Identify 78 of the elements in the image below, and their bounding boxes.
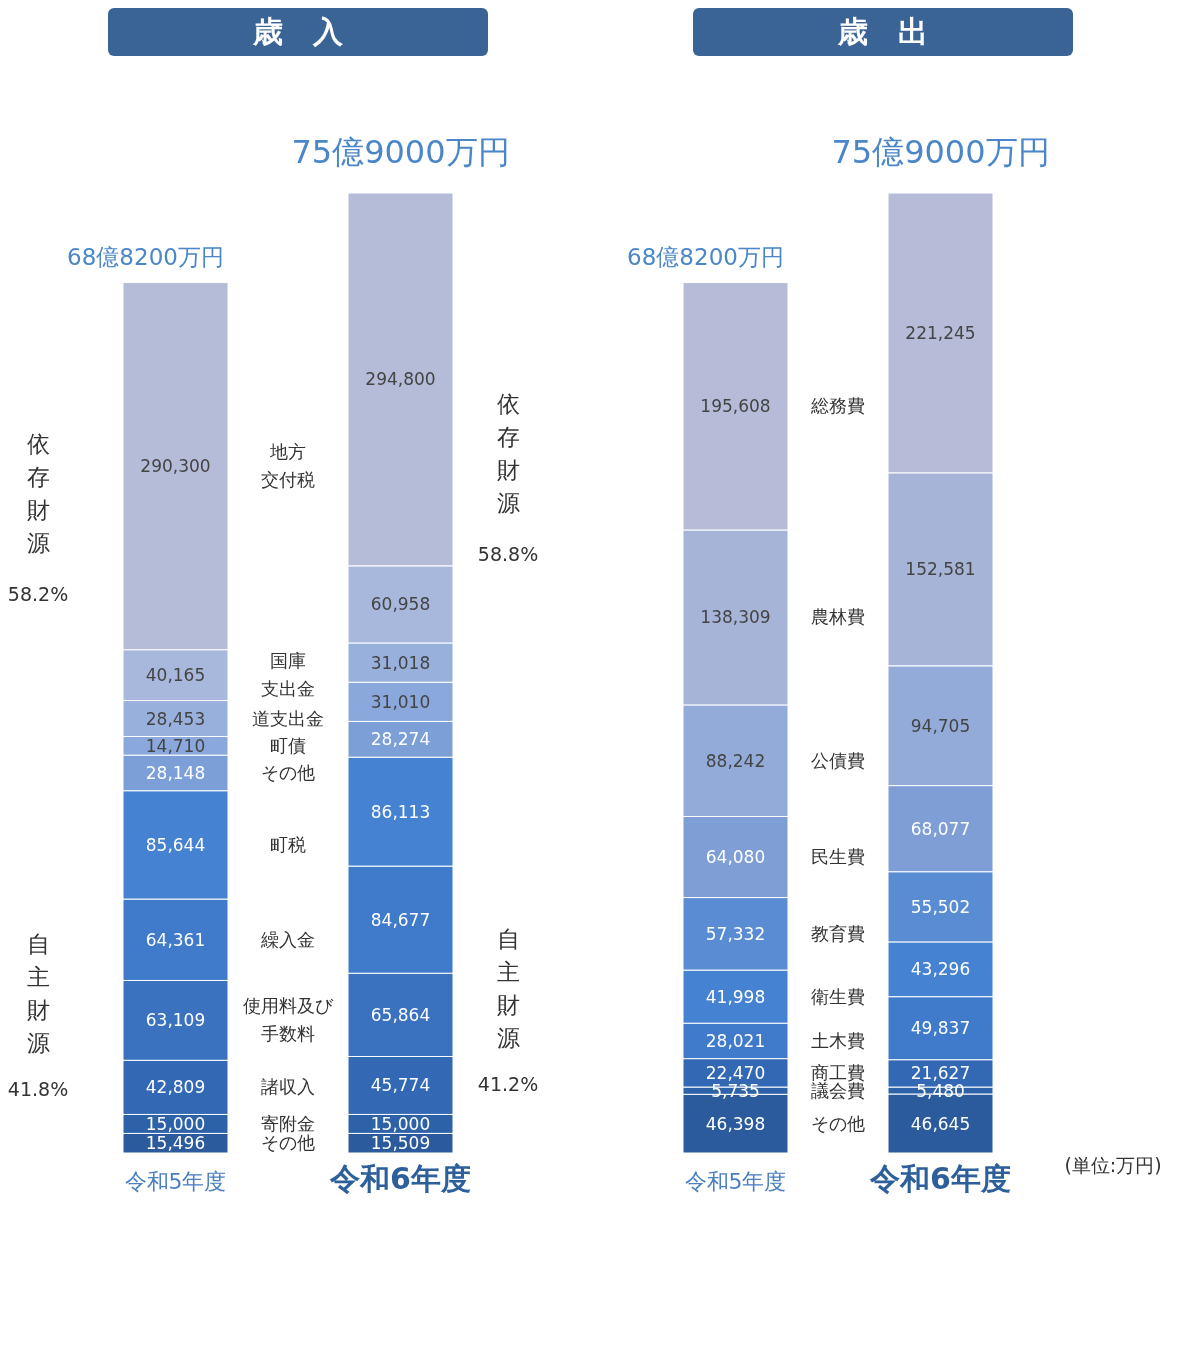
- annotation: 41.8%: [7, 1078, 69, 1100]
- series-label: 土木費: [811, 1029, 865, 1051]
- data-label: 28,453: [145, 708, 206, 729]
- series-label: 地方交付税: [261, 441, 315, 491]
- data-label: 42,809: [145, 1077, 206, 1098]
- series-label: 諸収入: [261, 1076, 315, 1098]
- data-label: 45,774: [370, 1075, 431, 1096]
- data-label: 46,398: [705, 1113, 766, 1134]
- series-label: 民生費: [811, 846, 865, 868]
- data-label: 57,332: [705, 923, 766, 944]
- data-label: 14,710: [145, 735, 206, 756]
- data-label: 49,837: [910, 1018, 971, 1039]
- data-label: 88,242: [705, 750, 766, 771]
- x-tick-label: 令和6年度: [329, 1161, 471, 1196]
- data-label: 31,010: [370, 691, 431, 712]
- data-label: 46,645: [910, 1113, 971, 1134]
- annotation: 58.8%: [477, 543, 539, 565]
- annotation: 58.2%: [7, 583, 69, 605]
- total-label: 75億9000万円: [831, 133, 1050, 171]
- data-label: 63,109: [145, 1010, 206, 1031]
- data-label: 28,274: [370, 729, 431, 750]
- series-label: 教育費: [811, 922, 865, 944]
- text: 町税: [270, 833, 306, 855]
- data-label: 86,113: [370, 801, 431, 822]
- data-label: 84,677: [370, 909, 431, 930]
- data-label: 15,000: [145, 1113, 206, 1134]
- data-label: 40,165: [145, 665, 206, 686]
- series-label: その他: [261, 761, 315, 783]
- data-label: 65,864: [370, 1004, 431, 1025]
- data-label: 60,958: [370, 594, 431, 615]
- series-label: 寄附金: [261, 1112, 315, 1134]
- data-label: 290,300: [140, 456, 211, 477]
- data-label: 152,581: [905, 559, 976, 580]
- text: 依存財源: [25, 430, 51, 558]
- series-label: 使用料及び手数料: [243, 995, 334, 1045]
- series-label: その他: [261, 1132, 315, 1154]
- text: (単位:万円): [1064, 1153, 1162, 1178]
- data-label: 85,644: [145, 834, 206, 855]
- annotation: 依存財源: [495, 390, 521, 518]
- text: 町債: [270, 734, 306, 756]
- series-label: 道支出金: [252, 707, 324, 729]
- data-label: 43,296: [910, 959, 971, 980]
- data-label: 22,470: [705, 1062, 766, 1083]
- chart-title: 歳 出: [693, 8, 1073, 56]
- series-label: 農林費: [811, 606, 865, 628]
- series-label: 衛生費: [811, 985, 865, 1007]
- series-label: その他: [811, 1112, 865, 1134]
- chart-title: 歳 入: [108, 8, 488, 56]
- annotation: 自主財源: [495, 925, 521, 1053]
- data-label: 138,309: [700, 607, 771, 628]
- data-label: 195,608: [700, 396, 771, 417]
- data-label: 31,018: [370, 652, 431, 673]
- data-label: 55,502: [910, 896, 971, 917]
- series-label: 国庫支出金: [261, 650, 315, 700]
- data-label: 28,021: [705, 1030, 766, 1051]
- series-label: 繰入金: [260, 928, 315, 950]
- series-label: 総務費: [810, 395, 865, 417]
- x-tick-label: 令和5年度: [684, 1169, 787, 1194]
- data-label: 221,245: [905, 322, 976, 343]
- series-label: 公債費: [811, 749, 865, 771]
- data-label: 294,800: [365, 369, 436, 390]
- total-label: 75億9000万円: [291, 133, 510, 171]
- data-label: 21,627: [910, 1063, 971, 1084]
- data-label: 15,509: [370, 1133, 431, 1154]
- x-tick-label: 令和5年度: [124, 1169, 227, 1194]
- total-label: 68億8200万円: [627, 243, 784, 270]
- data-label: 41,998: [705, 986, 766, 1007]
- data-label: 68,077: [910, 818, 971, 839]
- data-label: 64,080: [705, 847, 766, 868]
- text: 自主財源: [25, 930, 51, 1058]
- data-label: 94,705: [910, 715, 971, 736]
- data-label: 64,361: [145, 929, 206, 950]
- data-label: 15,000: [370, 1113, 431, 1134]
- total-label: 68億8200万円: [67, 243, 224, 270]
- annotation: 41.2%: [477, 1073, 539, 1095]
- x-tick-label: 令和6年度: [869, 1161, 1011, 1196]
- data-label: 15,496: [145, 1133, 206, 1154]
- data-label: 28,148: [145, 762, 206, 783]
